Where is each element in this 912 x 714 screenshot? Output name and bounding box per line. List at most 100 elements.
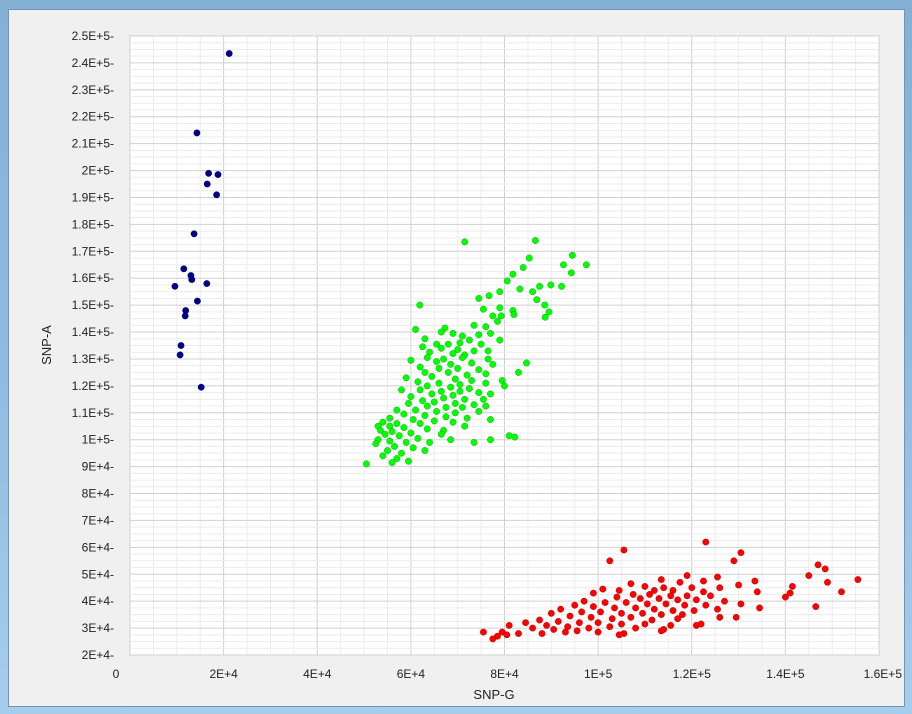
data-point — [477, 340, 485, 348]
x-tick-label: 8E+4 — [490, 667, 519, 681]
data-point — [489, 635, 497, 643]
data-point — [519, 263, 527, 272]
data-point — [571, 601, 579, 609]
data-point — [449, 329, 457, 337]
data-point — [437, 328, 445, 336]
data-point — [587, 613, 595, 621]
data-point — [193, 129, 201, 137]
data-point — [821, 565, 829, 573]
data-point — [475, 366, 483, 374]
data-point — [482, 402, 490, 410]
data-point — [400, 424, 408, 432]
y-tick-label: 1.8E+5- — [72, 217, 114, 231]
data-point — [412, 406, 420, 414]
y-tick-label: 3E+4- — [82, 621, 114, 635]
data-point — [496, 336, 504, 344]
data-point — [433, 358, 441, 366]
data-point — [451, 399, 459, 407]
data-point — [416, 386, 424, 394]
data-point — [482, 370, 490, 378]
data-point — [390, 442, 399, 450]
data-point — [381, 430, 389, 438]
x-axis-title: SNP-G — [473, 687, 514, 702]
data-point — [397, 386, 406, 394]
data-point — [461, 395, 469, 403]
data-point — [404, 399, 413, 407]
data-point — [496, 288, 504, 296]
data-point — [559, 261, 568, 269]
gridlines — [129, 35, 880, 656]
data-point — [522, 619, 530, 627]
data-point — [379, 418, 387, 426]
data-point — [203, 180, 211, 188]
data-point — [454, 345, 462, 354]
data-point — [737, 549, 745, 557]
data-point — [536, 616, 544, 624]
data-point — [561, 628, 569, 636]
data-point — [632, 604, 640, 612]
data-point — [580, 597, 588, 605]
data-point — [400, 410, 408, 418]
data-point — [440, 394, 448, 402]
data-point — [419, 397, 427, 405]
data-point — [421, 446, 429, 455]
data-point — [409, 415, 417, 424]
data-point — [643, 600, 651, 608]
data-point — [428, 372, 436, 380]
data-point — [732, 613, 740, 621]
data-point — [486, 415, 495, 424]
data-point — [197, 383, 205, 391]
data-point — [756, 604, 764, 612]
data-point — [225, 49, 233, 58]
data-point — [683, 572, 691, 580]
data-point — [393, 419, 401, 428]
data-point — [655, 594, 663, 603]
data-point — [412, 325, 420, 333]
data-point — [667, 592, 675, 600]
data-point — [837, 588, 846, 596]
data-point — [617, 609, 626, 617]
data-point — [397, 449, 406, 457]
data-point — [393, 454, 401, 463]
data-point — [676, 578, 684, 586]
data-point — [430, 417, 438, 425]
data-point — [479, 628, 487, 636]
x-tick-label: 4E+4 — [303, 667, 332, 681]
data-point — [423, 354, 431, 362]
data-point — [426, 438, 434, 446]
data-point — [575, 619, 583, 627]
data-point — [475, 294, 483, 302]
y-tick-label: 1.7E+5- — [72, 244, 114, 258]
y-tick-label: 1.9E+5- — [72, 190, 114, 204]
data-point — [463, 414, 471, 422]
data-point — [416, 363, 424, 371]
data-point — [514, 368, 523, 376]
data-point — [416, 419, 424, 428]
data-point — [442, 413, 450, 421]
y-tick-label: 8E+4- — [82, 487, 114, 501]
data-point — [449, 418, 457, 426]
y-tick-label: 1E+5- — [82, 433, 114, 447]
data-point — [525, 254, 533, 262]
data-point — [489, 312, 497, 320]
data-point — [503, 277, 511, 285]
data-point — [484, 355, 492, 363]
data-point — [657, 627, 665, 635]
data-point — [486, 436, 495, 444]
data-point — [702, 538, 710, 546]
data-point — [753, 588, 761, 596]
data-point — [428, 390, 436, 398]
y-tick-label: 2.5E+5- — [72, 29, 114, 43]
data-point — [458, 403, 466, 411]
data-point — [496, 304, 504, 312]
data-point — [205, 169, 213, 177]
data-point — [475, 407, 483, 415]
x-tick-label: 0 — [113, 667, 120, 681]
data-points — [171, 49, 862, 643]
data-point — [193, 297, 201, 305]
y-tick-label: 2.3E+5- — [72, 83, 114, 97]
data-point — [454, 364, 462, 372]
data-point — [468, 359, 476, 367]
data-point — [176, 351, 184, 359]
data-point — [737, 600, 745, 608]
